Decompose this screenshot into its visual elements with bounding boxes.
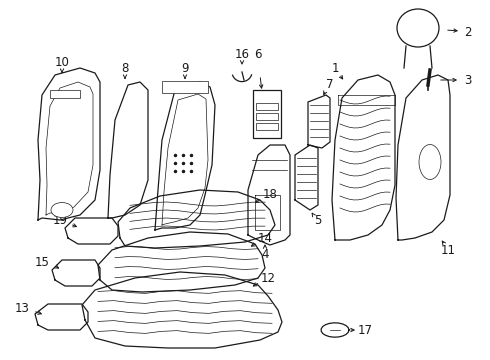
Polygon shape [38, 68, 100, 220]
Text: 16: 16 [235, 49, 249, 62]
Text: 6: 6 [254, 49, 262, 62]
Text: 8: 8 [122, 62, 129, 75]
Text: 10: 10 [54, 55, 70, 68]
Text: 5: 5 [314, 213, 322, 226]
Polygon shape [82, 272, 282, 348]
Polygon shape [65, 218, 118, 244]
Polygon shape [308, 95, 330, 148]
Text: 4: 4 [261, 248, 269, 261]
Polygon shape [108, 82, 148, 218]
Polygon shape [321, 323, 349, 337]
Polygon shape [35, 304, 88, 330]
Ellipse shape [51, 202, 73, 217]
Text: 15: 15 [35, 256, 49, 269]
Text: 14: 14 [258, 231, 272, 244]
Bar [162, 81, 208, 93]
Polygon shape [98, 232, 265, 292]
Polygon shape [118, 190, 275, 248]
Text: 12: 12 [261, 271, 275, 284]
Bar [253, 90, 281, 138]
Polygon shape [155, 82, 215, 230]
Text: 11: 11 [441, 243, 456, 256]
Text: 13: 13 [15, 302, 29, 315]
Text: 9: 9 [181, 62, 189, 75]
Text: 19: 19 [52, 213, 68, 226]
Bar [50, 90, 80, 98]
Bar [256, 103, 278, 110]
Polygon shape [332, 75, 395, 240]
Polygon shape [248, 145, 290, 245]
Text: 17: 17 [358, 324, 372, 337]
Polygon shape [295, 145, 318, 210]
Text: 1: 1 [331, 62, 339, 75]
Ellipse shape [419, 144, 441, 180]
Polygon shape [52, 260, 100, 286]
Text: 2: 2 [464, 26, 472, 39]
Text: 3: 3 [465, 73, 472, 86]
Text: 18: 18 [263, 189, 277, 202]
Bar [256, 123, 278, 130]
Ellipse shape [397, 9, 439, 47]
Polygon shape [396, 75, 450, 240]
Text: 7: 7 [326, 78, 334, 91]
Bar [256, 113, 278, 120]
